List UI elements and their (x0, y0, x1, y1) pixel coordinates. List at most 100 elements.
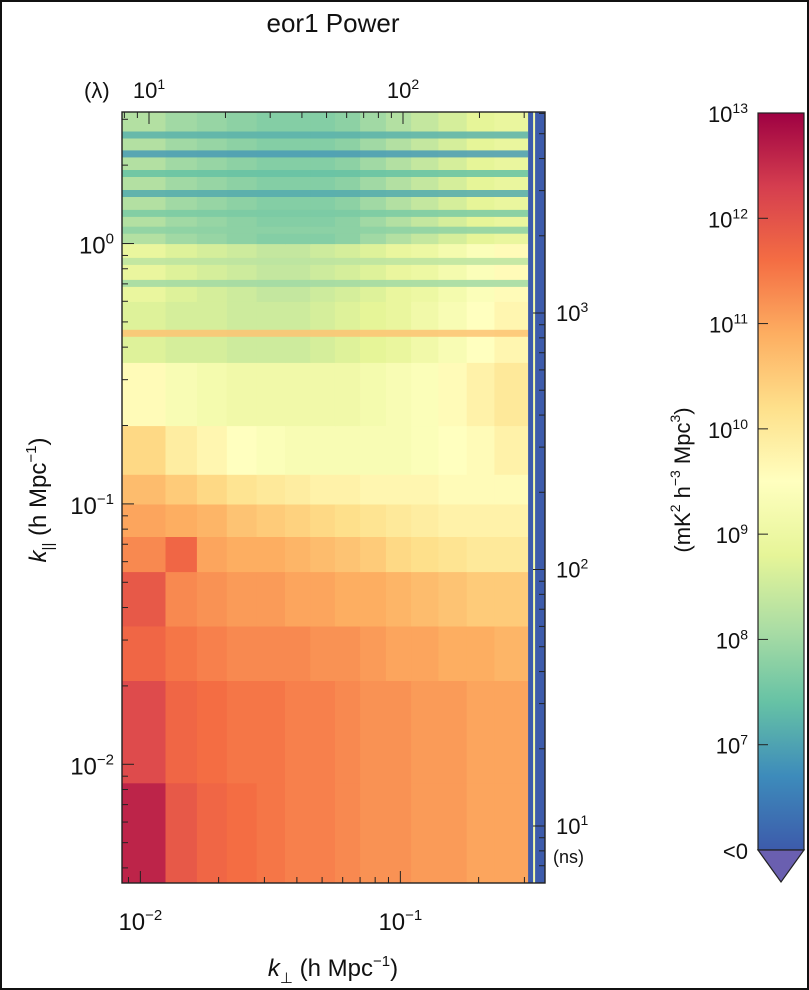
heatmap-cell (256, 474, 286, 505)
heatmap-cell (165, 425, 198, 475)
heatmap-cell (466, 362, 495, 427)
chart-title: eor1 Power (267, 8, 400, 38)
heatmap-cell (196, 625, 228, 681)
heatmap-cell (411, 362, 439, 427)
heatmap-cell (256, 243, 286, 302)
heatmap-cell (310, 362, 336, 427)
heatmap-cell (360, 474, 387, 505)
heatmap-cell (285, 571, 311, 627)
heatmap-cell (196, 425, 228, 475)
heatmap-cell (466, 536, 495, 573)
heatmap-cell (466, 425, 495, 475)
heatmap-cell (334, 243, 361, 302)
heatmap-cell (285, 782, 311, 883)
heatmap-cell (256, 503, 286, 537)
top-tick-label: 102 (387, 76, 419, 103)
horizon-line (533, 112, 536, 883)
heatmap-cell (334, 680, 361, 784)
heatmap-cell (165, 782, 198, 883)
heatmap-cell (256, 782, 286, 883)
heatmap-cells (122, 112, 545, 883)
heatmap-cell (122, 243, 167, 302)
heatmap-cell (438, 571, 468, 627)
heatmap-cell (165, 571, 198, 627)
heatmap-cell (122, 474, 167, 505)
x-axis-label: k⊥ (h Mpc−1) (268, 953, 398, 987)
heatmap-cell (334, 474, 361, 505)
colorbar-tick-label: 109 (716, 521, 748, 548)
y-tick-label: 10−1 (70, 491, 114, 520)
heatmap-cell (494, 782, 529, 883)
colorbar-tick-label: 1010 (708, 416, 748, 443)
heatmap-cell (256, 362, 286, 427)
heatmap-cell (411, 625, 439, 681)
heatmap-cell (438, 243, 468, 302)
heatmap-cell (411, 680, 439, 784)
heatmap-cell (122, 782, 167, 883)
heatmap-cell (196, 503, 228, 537)
colorbar-tick-label: 1011 (709, 311, 748, 338)
heatmap-cell (466, 625, 495, 681)
heatmap-cell (438, 425, 468, 475)
y-axis-label: k|| (h Mpc−1) (23, 438, 57, 563)
heatmap-cell (334, 425, 361, 475)
heatmap-cell (411, 503, 439, 537)
heatmap-cell (285, 625, 311, 681)
heatmap-cell (226, 680, 258, 784)
heatmap-cell (310, 536, 336, 573)
heatmap-cell (196, 536, 228, 573)
heatmap-cell (196, 680, 228, 784)
heatmap-cell (122, 503, 167, 537)
heatmap-cell (285, 536, 311, 573)
heatmap-cell (310, 680, 336, 784)
heatmap-cell (466, 243, 495, 302)
stripe-band (122, 226, 529, 234)
heatmap-cell (494, 474, 529, 505)
heatmap-cell (385, 625, 412, 681)
heatmap-cell (385, 782, 412, 883)
heatmap-cell (466, 503, 495, 537)
heatmap-cell (196, 362, 228, 427)
y-tick-label: 10−2 (70, 751, 114, 780)
heatmap-cell (494, 571, 529, 627)
heatmap-cell (196, 782, 228, 883)
heatmap-cell (256, 625, 286, 681)
heatmap-cell (411, 243, 439, 302)
heatmap-cell (360, 243, 387, 302)
heatmap-cell (411, 782, 439, 883)
plot-area-border (121, 111, 546, 884)
heatmap-cell (438, 362, 468, 427)
heatmap-cell (310, 474, 336, 505)
heatmap-cell (226, 625, 258, 681)
right-tick-label: 101 (556, 812, 588, 839)
heatmap-cell (285, 503, 311, 537)
stripe-band (122, 170, 529, 177)
heatmap-cell (360, 362, 387, 427)
heatmap-cell (360, 536, 387, 573)
heatmap-cell (385, 362, 412, 427)
heatmap-cell (226, 425, 258, 475)
colorbar-tick-label: 108 (716, 626, 748, 653)
heatmap-cell (494, 243, 529, 302)
heatmap-cell (334, 503, 361, 537)
colorbar-label: (mK2 h−3 Mpc3) (667, 407, 695, 552)
stripe-band (122, 190, 529, 197)
heatmap-cell (285, 425, 311, 475)
heatmap-cell (226, 536, 258, 573)
heatmap-cell (165, 536, 198, 573)
heatmap-cell (196, 474, 228, 505)
right-tick-label: 103 (556, 299, 588, 326)
heatmap-cell (438, 625, 468, 681)
heatmap-cell (122, 571, 167, 627)
heatmap-cell (256, 536, 286, 573)
heatmap-cell (196, 571, 228, 627)
y-tick-label: 100 (79, 231, 114, 260)
heatmap-cell (385, 680, 412, 784)
heatmap-cell (385, 243, 412, 302)
heatmap-cell (494, 680, 529, 784)
heatmap-cell (334, 536, 361, 573)
stripe-band (122, 257, 529, 265)
heatmap-cell (334, 571, 361, 627)
heatmap-cell (334, 625, 361, 681)
